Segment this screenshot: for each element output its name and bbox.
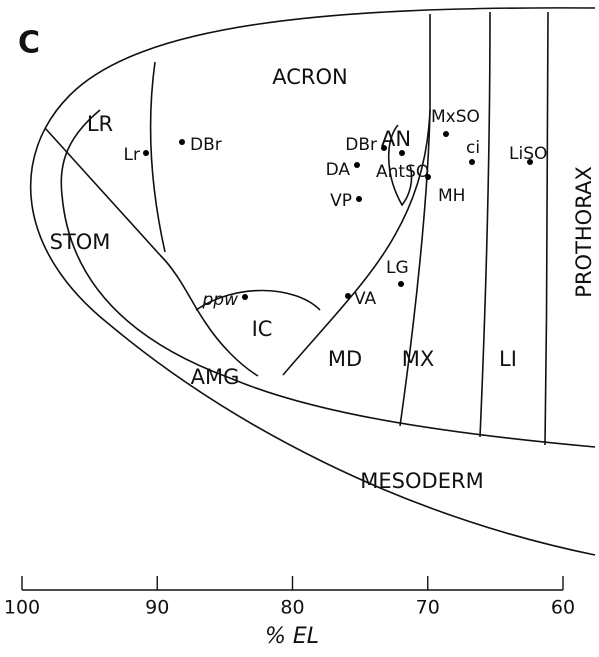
outer-outline (31, 8, 595, 555)
point-label: MxSO (431, 107, 480, 127)
region-label: MD (328, 347, 362, 371)
panel-letter: C (18, 26, 40, 61)
point-label: LG (386, 258, 409, 278)
el-axis: % EL 100 90 80 70 60 (4, 576, 575, 649)
point-label: VP (330, 191, 352, 211)
tick-label: 60 (551, 597, 575, 619)
point-dot (345, 293, 351, 299)
point-dot (179, 139, 185, 145)
point-dot (242, 294, 248, 300)
region-label: LI (499, 347, 517, 371)
point-dot (356, 196, 362, 202)
point-label: DBr (190, 135, 222, 155)
region-label: ACRON (272, 65, 348, 89)
tick-label: 90 (145, 597, 169, 619)
point-dot (354, 162, 360, 168)
li-boundary (480, 12, 490, 437)
point-label: Lr (124, 145, 140, 165)
point-dot (425, 174, 431, 180)
point-dot (143, 150, 149, 156)
region-label: PROTHORAX (572, 166, 596, 297)
region-label: MX (402, 347, 435, 371)
tick-label: 80 (280, 597, 304, 619)
point-dot (469, 159, 475, 165)
prothorax-boundary (545, 12, 548, 445)
point-label: ppw (202, 290, 239, 310)
point-label: DA (326, 160, 351, 180)
tick-label: 70 (416, 597, 440, 619)
point-dot (381, 145, 387, 151)
point-dot (443, 131, 449, 137)
fate-map: C LR ACRON STOM AMG IC MD MX LI MESODERM… (0, 0, 599, 657)
point-dot (399, 150, 405, 156)
points: Lr DBr DBr DA AntSO VP MxSO ci LiSO MH L… (124, 107, 548, 310)
point-label: LiSO (509, 144, 547, 164)
region-labels: LR ACRON STOM AMG IC MD MX LI MESODERM P… (50, 65, 596, 493)
axis-label: % EL (265, 624, 319, 649)
tick-label: 100 (4, 597, 40, 619)
point-label: ci (466, 138, 480, 158)
lr-acron-boundary (151, 62, 165, 252)
region-label: LR (87, 112, 113, 136)
point-label: VA (354, 289, 377, 309)
point-label: MH (438, 186, 465, 206)
region-label: STOM (50, 230, 111, 254)
point-label: AntSO (376, 162, 429, 182)
point-dot (398, 281, 404, 287)
region-label: IC (252, 317, 273, 341)
point-label: DBr (345, 135, 377, 155)
stom-amg-boundary (160, 255, 258, 376)
region-label: MESODERM (360, 469, 483, 493)
outlines (31, 8, 595, 555)
region-label: AMG (191, 365, 240, 389)
